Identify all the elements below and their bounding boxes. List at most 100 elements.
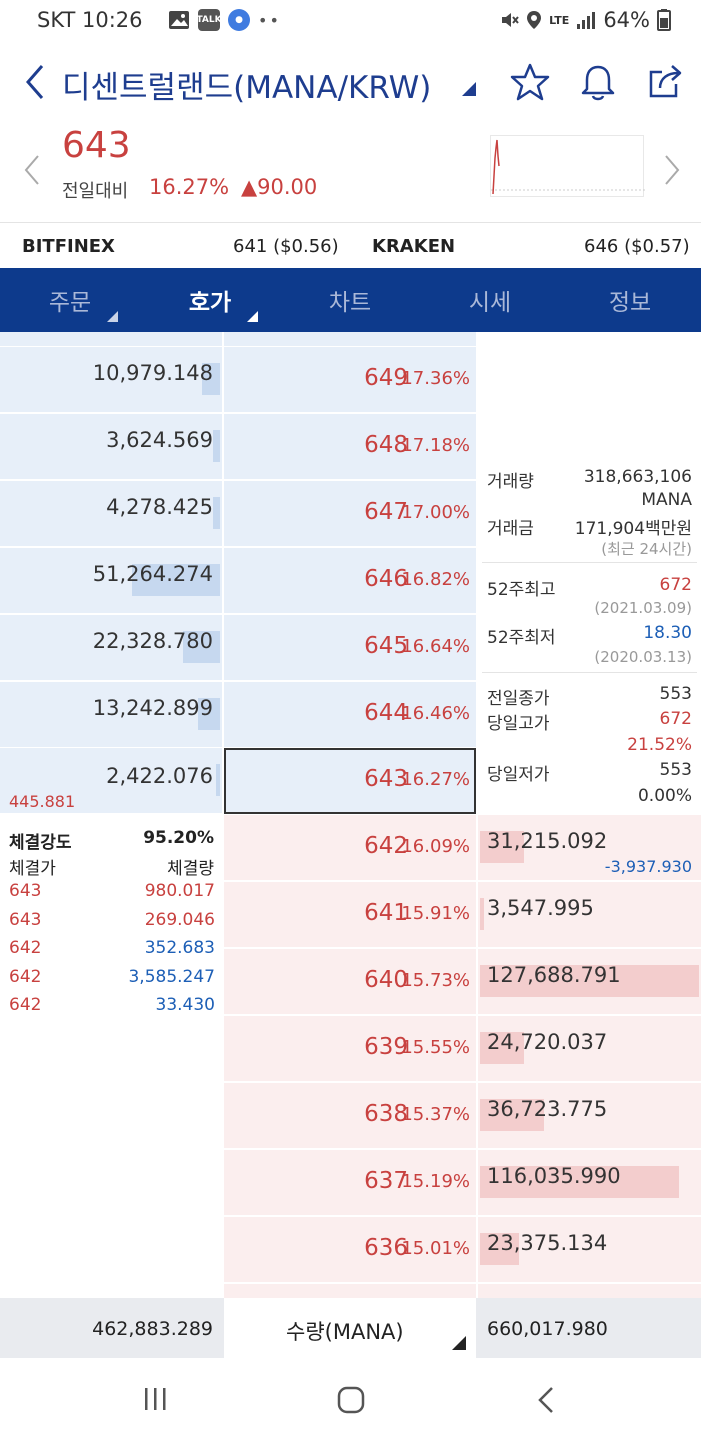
exchange-prices: BITFINEX 641 ($0.56) KRAKEN 646 ($0.57) bbox=[0, 222, 701, 268]
bid-rate: 15.55% bbox=[401, 1037, 470, 1058]
recent-apps-icon[interactable] bbox=[142, 1386, 168, 1412]
ask-rate: 16.46% bbox=[401, 703, 470, 724]
change-diff: ▲90.00 bbox=[241, 175, 318, 199]
volume-value: 318,663,106 bbox=[583, 467, 692, 487]
trade-volume: 269.046 bbox=[144, 910, 215, 930]
bid-price: 640 bbox=[364, 967, 408, 993]
bid-price-cell[interactable]: 637 15.19% bbox=[224, 1150, 476, 1216]
day-low-label: 당일저가 bbox=[487, 765, 550, 785]
ask-price-cell[interactable]: 649 17.36% bbox=[224, 347, 476, 413]
unit-selector[interactable]: 수량(MANA) bbox=[224, 1298, 476, 1358]
tab-market[interactable]: 시세 bbox=[420, 268, 560, 332]
battery-icon bbox=[657, 9, 671, 31]
ask-volume-cell[interactable]: 22,328.780 bbox=[0, 615, 222, 681]
trade-price: 643 bbox=[9, 881, 42, 901]
ask-price-cell[interactable]: 648 17.18% bbox=[224, 414, 476, 480]
bid-price-cell[interactable]: 642 16.09% bbox=[224, 815, 476, 881]
ask-volume-cell[interactable]: 13,242.899 bbox=[0, 682, 222, 748]
ask-volume-cell[interactable]: 10,979.148 bbox=[0, 347, 222, 413]
exchange-right-value: 646 ($0.57) bbox=[584, 236, 690, 257]
bid-volume: 127,688.791 bbox=[487, 963, 621, 987]
ask-change: 445.881 bbox=[9, 792, 76, 811]
bid-volume-cell[interactable]: 24,720.037 bbox=[478, 1016, 701, 1082]
bid-volume-cell[interactable]: 31,215.092 -3,937.930 bbox=[478, 815, 701, 881]
bid-price-cell[interactable]: 639 15.55% bbox=[224, 1016, 476, 1082]
current-price-cell[interactable]: 643 16.27% bbox=[224, 748, 476, 814]
tab-chart[interactable]: 차트 bbox=[280, 268, 420, 332]
bid-price: 636 bbox=[364, 1235, 408, 1261]
bell-icon[interactable] bbox=[578, 62, 618, 102]
bid-volume-cell[interactable]: 3,547.995 bbox=[478, 882, 701, 948]
bid-price-cell[interactable]: 640 15.73% bbox=[224, 949, 476, 1015]
trade-volume: 980.017 bbox=[144, 881, 215, 901]
ask-volume-cell[interactable]: 51,264.274 bbox=[0, 548, 222, 614]
tab-info[interactable]: 정보 bbox=[560, 268, 700, 332]
ask-rate: 16.82% bbox=[401, 569, 470, 590]
bid-price-cell[interactable]: 638 15.37% bbox=[224, 1083, 476, 1149]
back-nav-icon[interactable] bbox=[536, 1386, 556, 1414]
bid-volume-cell[interactable]: 116,035.990 bbox=[478, 1150, 701, 1216]
sparkline-line bbox=[491, 139, 645, 195]
ask-price-cell[interactable]: 646 16.82% bbox=[224, 548, 476, 614]
ask-volume: 51,264.274 bbox=[92, 562, 213, 586]
divider bbox=[482, 672, 697, 673]
star-icon[interactable] bbox=[510, 62, 550, 102]
bid-volume-cell[interactable]: 127,688.791 bbox=[478, 949, 701, 1015]
ask-price-cell[interactable]: 647 17.00% bbox=[224, 481, 476, 547]
tab-order-dropdown-icon bbox=[107, 311, 118, 322]
current-price: 643 bbox=[62, 125, 131, 166]
bid-volume-bar bbox=[480, 831, 524, 863]
ask-volume: 4,278.425 bbox=[106, 495, 213, 519]
bid-rate: 15.91% bbox=[401, 903, 470, 924]
amount-label: 거래금 bbox=[487, 519, 534, 539]
volume-unit: MANA bbox=[641, 490, 692, 510]
next-arrow-icon[interactable] bbox=[660, 150, 684, 190]
day-high-label: 당일고가 bbox=[487, 714, 550, 734]
bid-volume-cell[interactable]: 36,723.775 bbox=[478, 1083, 701, 1149]
ask-price: 645 bbox=[364, 633, 408, 659]
back-icon[interactable] bbox=[16, 62, 56, 102]
sparkline-chart[interactable] bbox=[490, 135, 645, 197]
share-icon[interactable] bbox=[646, 62, 686, 102]
network-label: LTE bbox=[549, 13, 570, 27]
bid-volume: 23,375.134 bbox=[487, 1231, 608, 1255]
high52-date: (2021.03.09) bbox=[594, 599, 692, 617]
home-icon[interactable] bbox=[337, 1386, 365, 1414]
ask-price: 647 bbox=[364, 499, 408, 525]
title-dropdown-icon[interactable] bbox=[462, 82, 476, 96]
tab-order[interactable]: 주문 bbox=[0, 268, 140, 332]
ask-volume: 3,624.569 bbox=[106, 428, 213, 452]
ask-volume-bar bbox=[213, 430, 220, 462]
day-low-value: 553 bbox=[659, 760, 692, 780]
ask-volume-cell[interactable]: 4,278.425 bbox=[0, 481, 222, 547]
page-title[interactable]: 디센트럴랜드(MANA/KRW) bbox=[62, 70, 432, 106]
price-summary: 643 전일대비 16.27% ▲90.00 bbox=[0, 120, 701, 222]
bid-volume-bar bbox=[480, 965, 699, 997]
ask-price: 643 bbox=[364, 766, 408, 792]
tab-market-label: 시세 bbox=[468, 290, 512, 316]
prev-close-value: 553 bbox=[659, 684, 692, 704]
amount-note: (최근 24시간) bbox=[601, 540, 692, 558]
bid-price: 638 bbox=[364, 1101, 408, 1127]
bid-volume-cell[interactable]: 23,375.134 bbox=[478, 1217, 701, 1283]
bid-price-cell[interactable]: 636 15.01% bbox=[224, 1217, 476, 1283]
bid-rate: 15.19% bbox=[401, 1171, 470, 1192]
ask-volume-cell[interactable]: 3,624.569 bbox=[0, 414, 222, 480]
trade-row: 642 352.683 bbox=[9, 938, 215, 966]
ask-price: 649 bbox=[364, 365, 408, 391]
ask-price-cell[interactable]: 644 16.46% bbox=[224, 682, 476, 748]
bid-volume: 36,723.775 bbox=[487, 1097, 608, 1121]
prev-arrow-icon[interactable] bbox=[20, 150, 44, 190]
status-bar: SKT 10:26 TALK ● •• LTE 64% bbox=[0, 0, 701, 44]
trade-price-header: 체결가 bbox=[9, 859, 56, 879]
tab-orderbook-dropdown-icon bbox=[247, 311, 258, 322]
tab-orderbook-label: 호가 bbox=[188, 290, 232, 316]
bid-volume: 116,035.990 bbox=[487, 1164, 621, 1188]
ask-volume-cell[interactable]: 2,422.076 445.881 bbox=[0, 748, 222, 814]
ask-price-cell[interactable]: 645 16.64% bbox=[224, 615, 476, 681]
tab-orderbook[interactable]: 호가 bbox=[140, 268, 280, 332]
compare-label: 전일대비 bbox=[62, 181, 129, 202]
day-high-rate: 21.52% bbox=[627, 735, 692, 755]
bid-price-cell[interactable]: 641 15.91% bbox=[224, 882, 476, 948]
ask-volume-bar bbox=[198, 698, 220, 730]
